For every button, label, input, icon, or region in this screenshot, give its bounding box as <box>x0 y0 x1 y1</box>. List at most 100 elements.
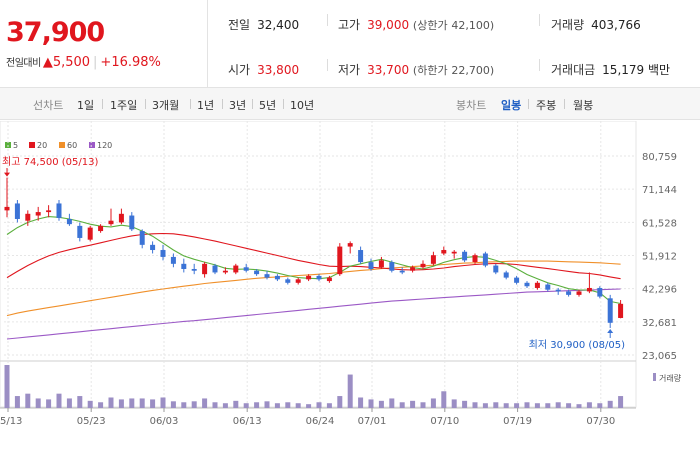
volume-bar <box>285 402 291 408</box>
change-divider: | <box>93 55 98 70</box>
candle <box>212 263 218 275</box>
low-arrow-head-icon <box>607 328 614 333</box>
volume-bar <box>25 393 31 408</box>
divider <box>252 99 253 109</box>
volume-bar <box>378 400 384 408</box>
divider <box>327 14 328 26</box>
candle <box>285 277 291 285</box>
stat-open: 시가 33,800 <box>228 61 299 78</box>
high-arrow-head-icon <box>4 172 10 177</box>
candle <box>191 263 197 275</box>
volume-bars: 거래량 <box>4 365 682 408</box>
candle <box>347 241 353 254</box>
period-1w-button[interactable]: 1주일 <box>110 99 138 112</box>
x-tick-label: 07/01 <box>358 416 387 427</box>
volume-bar <box>295 403 301 408</box>
volume-bar <box>399 402 405 408</box>
period-3y-button[interactable]: 3년 <box>229 99 247 112</box>
volume-bar <box>77 396 83 408</box>
volume-bar <box>389 398 395 408</box>
y-tick-label: 23,065 <box>642 351 677 362</box>
stat-volume: 거래량 403,766 <box>551 16 641 33</box>
volume-bar <box>441 391 447 408</box>
period-5y-button[interactable]: 5년 <box>259 99 277 112</box>
candle <box>524 281 530 288</box>
candle <box>243 263 249 273</box>
candle <box>337 243 343 276</box>
divider <box>283 99 284 109</box>
volume-bar <box>191 401 197 408</box>
prev-close-value: 32,400 <box>257 18 300 32</box>
candle <box>566 289 572 297</box>
divider <box>564 99 565 109</box>
volume-bar <box>129 398 135 408</box>
change-percent: +16.98% <box>100 55 161 70</box>
candle <box>35 206 41 221</box>
candle <box>607 294 613 328</box>
candle-daily-button[interactable]: 일봉 <box>501 99 522 112</box>
volume-bar <box>264 401 270 408</box>
legend-label: 5 <box>13 141 18 150</box>
candle <box>4 177 10 218</box>
candle <box>410 265 416 273</box>
divider <box>528 99 529 109</box>
legend-swatch <box>29 142 35 148</box>
price-chart[interactable]: 5 20 60 120 80,759 71,144 61,528 51,912 42,296 3… <box>0 121 700 450</box>
volume-bar <box>607 400 613 408</box>
volume-bar <box>462 400 468 408</box>
volume-bar <box>139 398 145 408</box>
candle <box>493 263 499 275</box>
low-annotation-label: 최저 30,900 (08/05) <box>529 339 625 351</box>
period-10y-button[interactable]: 10년 <box>290 99 315 112</box>
volume-bar <box>118 399 124 408</box>
candle <box>368 258 374 271</box>
period-1d-button[interactable]: 1일 <box>77 99 95 112</box>
period-3m-button[interactable]: 3개월 <box>152 99 180 112</box>
candle <box>233 263 239 275</box>
candle-weekly-button[interactable]: 주봉 <box>536 99 557 112</box>
candle <box>316 274 322 282</box>
candle <box>576 289 582 297</box>
period-1y-button[interactable]: 1년 <box>197 99 215 112</box>
volume-bar <box>493 402 499 408</box>
ma120-line <box>6 288 621 340</box>
candle <box>264 270 270 280</box>
y-tick-label: 61,528 <box>642 218 677 229</box>
volume-bar <box>233 400 239 408</box>
candle <box>555 287 561 295</box>
legend-swatch <box>89 142 95 148</box>
stat-amount: 거래대금 15,179 백만 <box>551 61 670 78</box>
high-value: 39,000 <box>367 18 410 32</box>
volume-bar <box>181 402 187 408</box>
volume-value: 403,766 <box>591 18 641 32</box>
volume-bar <box>368 399 374 408</box>
divider <box>145 99 146 109</box>
candle <box>160 244 166 261</box>
volume-bar <box>306 404 312 408</box>
candle <box>77 222 83 242</box>
line-chart-label: 선차트 <box>33 99 64 112</box>
upper-limit-label: (상한가 <box>412 19 448 32</box>
candle <box>430 251 436 266</box>
candle <box>25 210 31 226</box>
divider <box>539 14 540 26</box>
volume-legend-swatch <box>653 373 656 381</box>
volume-bar <box>597 403 603 408</box>
volume-bar <box>555 402 561 408</box>
divider <box>539 59 540 71</box>
volume-bar <box>347 374 353 408</box>
ma60-line <box>6 260 621 317</box>
volume-bar <box>534 403 540 408</box>
change-value: 5,500 <box>52 55 91 70</box>
volume-bar <box>212 402 218 408</box>
volume-bar <box>66 398 72 408</box>
volume-bar <box>410 400 416 408</box>
stat-high: 고가 39,000 (상한가 42,100) <box>338 16 494 33</box>
candle <box>389 260 395 273</box>
volume-bar <box>326 403 332 408</box>
candle <box>66 213 72 226</box>
candle-monthly-button[interactable]: 월봉 <box>573 99 594 112</box>
candle <box>202 262 208 278</box>
ma20-line <box>6 232 621 280</box>
volume-bar <box>160 397 166 408</box>
